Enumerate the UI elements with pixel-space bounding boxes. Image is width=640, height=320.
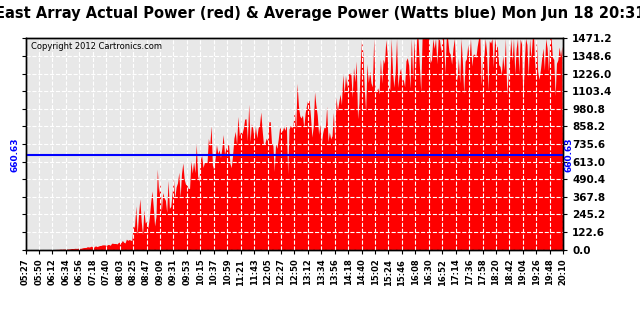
Text: Copyright 2012 Cartronics.com: Copyright 2012 Cartronics.com (31, 42, 162, 51)
Text: 660.63: 660.63 (10, 138, 19, 172)
Text: East Array Actual Power (red) & Average Power (Watts blue) Mon Jun 18 20:31: East Array Actual Power (red) & Average … (0, 6, 640, 21)
Text: 660.63: 660.63 (564, 138, 573, 172)
